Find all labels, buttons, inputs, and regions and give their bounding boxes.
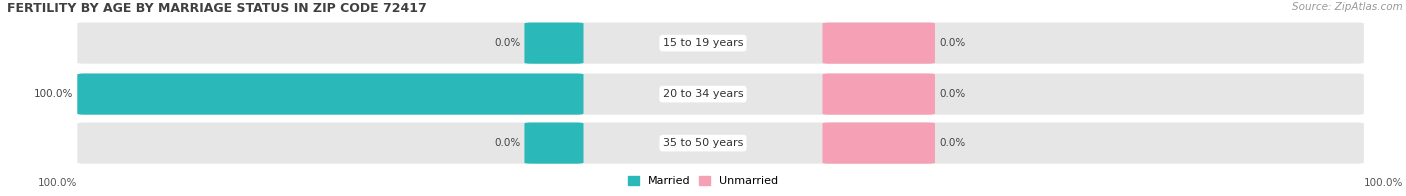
Text: 35 to 50 years: 35 to 50 years — [662, 138, 744, 148]
Text: 15 to 19 years: 15 to 19 years — [662, 38, 744, 48]
FancyBboxPatch shape — [77, 74, 1364, 115]
Text: 0.0%: 0.0% — [939, 138, 966, 148]
Text: 0.0%: 0.0% — [939, 38, 966, 48]
Text: 0.0%: 0.0% — [494, 38, 520, 48]
Text: 100.0%: 100.0% — [38, 178, 77, 188]
FancyBboxPatch shape — [77, 74, 583, 115]
Text: 20 to 34 years: 20 to 34 years — [662, 89, 744, 99]
FancyBboxPatch shape — [823, 74, 935, 115]
FancyBboxPatch shape — [524, 122, 583, 164]
FancyBboxPatch shape — [77, 23, 1364, 64]
Text: 0.0%: 0.0% — [939, 89, 966, 99]
Legend: Married, Unmarried: Married, Unmarried — [623, 171, 783, 191]
FancyBboxPatch shape — [823, 23, 935, 64]
FancyBboxPatch shape — [524, 23, 583, 64]
FancyBboxPatch shape — [77, 122, 1364, 164]
FancyBboxPatch shape — [823, 122, 935, 164]
Text: Source: ZipAtlas.com: Source: ZipAtlas.com — [1292, 2, 1403, 12]
Text: 100.0%: 100.0% — [1364, 178, 1403, 188]
Text: FERTILITY BY AGE BY MARRIAGE STATUS IN ZIP CODE 72417: FERTILITY BY AGE BY MARRIAGE STATUS IN Z… — [7, 2, 427, 15]
Text: 0.0%: 0.0% — [494, 138, 520, 148]
Text: 100.0%: 100.0% — [34, 89, 73, 99]
